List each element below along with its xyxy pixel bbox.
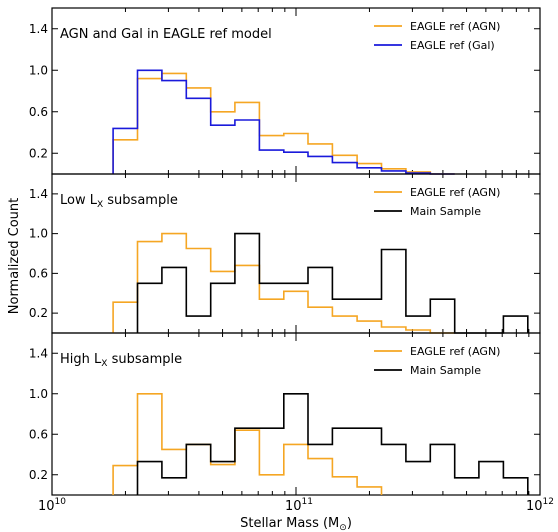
x-tick-label-1e10: 1010 — [38, 497, 66, 514]
legend-label: EAGLE ref (AGN) — [410, 186, 500, 199]
x-tick-label-1e12: 1012 — [526, 497, 554, 514]
y-tick-label: 1.4 — [29, 346, 48, 360]
y-tick-label: 0.2 — [29, 306, 48, 320]
series-1-step-line — [112, 232, 455, 334]
legend-label: EAGLE ref (AGN) — [410, 345, 500, 358]
panel-1: 0.2 0.6 1.0 1.4 AGN and Gal in EAGLE ref mod… — [29, 7, 541, 175]
panel-3: 0.2 0.6 1.0 1.4 High LX subsample EAGLE ref (… — [29, 332, 541, 496]
y-axis-label: Normalized Count — [7, 198, 22, 314]
legend-label: EAGLE ref (Gal) — [410, 39, 495, 52]
panel-title: AGN and Gal in EAGLE ref model — [60, 27, 272, 42]
series-1-step-line — [112, 72, 455, 175]
y-tick-label: 1.0 — [29, 227, 48, 241]
y-tick-label: 0.6 — [29, 427, 48, 441]
panel-title: High LX subsample — [60, 352, 182, 369]
legend-label: Main Sample — [410, 205, 481, 218]
panel-title: Low LX subsample — [60, 193, 178, 210]
y-tick-label: 1.0 — [29, 63, 48, 77]
series-1-step-line — [112, 393, 383, 495]
y-tick-label: 1.4 — [29, 22, 48, 36]
y-tick-label: 1.4 — [29, 187, 48, 201]
y-tick-label: 0.6 — [29, 266, 48, 280]
series-2-step-line — [112, 69, 455, 175]
y-tick-label: 0.2 — [29, 146, 48, 160]
series-2-step-line — [136, 393, 529, 495]
legend-label: EAGLE ref (AGN) — [410, 20, 500, 33]
y-tick-label: 1.0 — [29, 387, 48, 401]
x-tick-label-1e11: 1011 — [285, 497, 313, 514]
y-tick-label: 0.6 — [29, 105, 48, 119]
panel-2: 0.2 0.6 1.0 1.4 Low LX subsample EAGLE ref (A… — [29, 173, 541, 334]
x-axis-label: Stellar Mass (M⊙) — [240, 516, 352, 532]
legend-label: Main Sample — [410, 364, 481, 377]
y-tick-label: 0.2 — [29, 468, 48, 482]
